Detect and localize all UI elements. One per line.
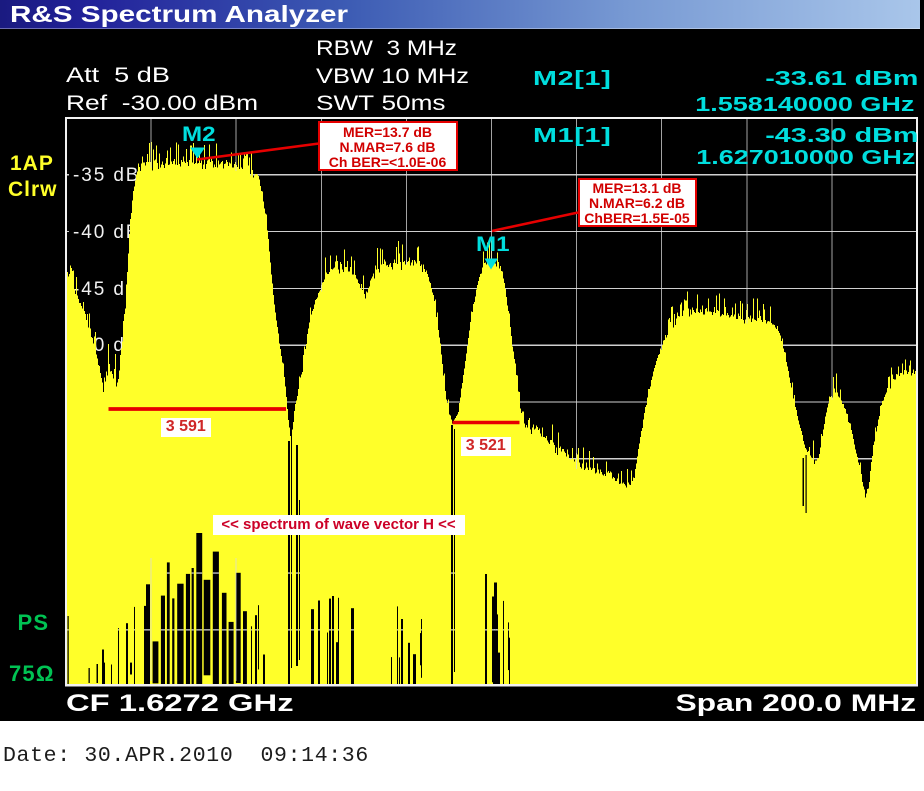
svg-text:-45 dB: -45 dB xyxy=(73,279,140,300)
svg-text:-40 dB: -40 dB xyxy=(73,222,140,243)
svg-text:-35 dB: -35 dB xyxy=(73,165,140,186)
